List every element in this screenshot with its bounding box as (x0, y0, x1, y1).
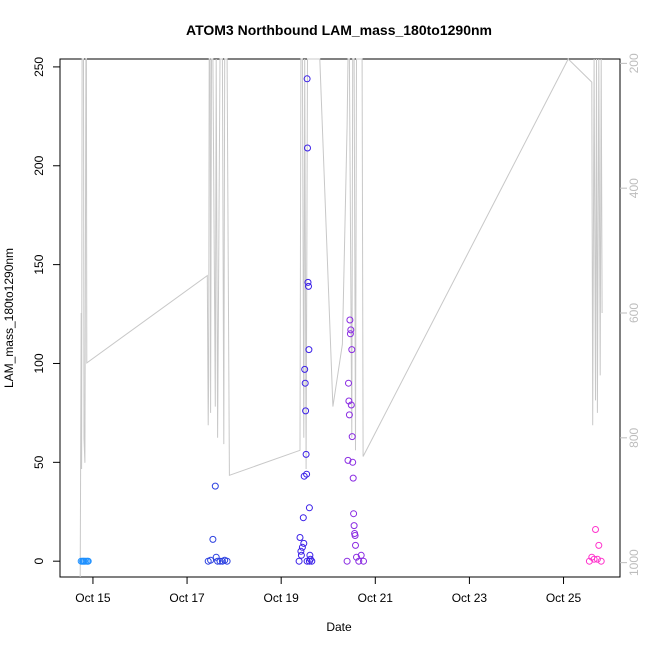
data-point (345, 411, 353, 419)
y-tick-label: 150 (32, 254, 46, 274)
data-point (300, 539, 308, 547)
data-point (297, 547, 305, 555)
data-point (209, 535, 217, 543)
x-tick-label: Oct 15 (75, 591, 111, 605)
data-point (84, 557, 92, 565)
data-point (305, 557, 313, 565)
data-point (216, 557, 224, 565)
data-point (353, 553, 360, 561)
data-point (297, 551, 305, 559)
data-point (305, 504, 313, 512)
chart-title: ATOM3 Northbound LAM_mass_180to1290nm (186, 22, 492, 38)
data-point (343, 557, 351, 565)
y-tick-label: 200 (32, 155, 46, 175)
data-point (360, 557, 367, 565)
plot-frame (59, 58, 621, 578)
data-point (295, 557, 303, 565)
x-tick-label: Oct 19 (263, 591, 299, 605)
data-point (349, 474, 357, 482)
data-point (211, 482, 219, 490)
data-point (355, 557, 363, 565)
altitude-line (79, 58, 603, 578)
data-point (351, 532, 359, 539)
data-point (349, 458, 357, 466)
data-point (590, 555, 598, 563)
data-point (298, 543, 306, 551)
data-point (345, 379, 352, 387)
y2-tick-label: 400 (627, 178, 641, 198)
y2-tick-label: 600 (627, 303, 641, 323)
data-point (214, 557, 222, 565)
data-point (303, 470, 311, 478)
data-point (302, 407, 310, 415)
data-point (348, 346, 356, 354)
x-axis-label: Date (326, 620, 352, 634)
x-tick-label: Oct 25 (546, 591, 582, 605)
data-point (348, 433, 356, 441)
data-point (347, 401, 355, 409)
data-point (350, 510, 358, 518)
data-point (303, 557, 311, 565)
data-point (301, 365, 309, 373)
data-point (304, 278, 312, 286)
data-point (301, 379, 309, 387)
data-point (346, 330, 354, 338)
data-point (302, 450, 310, 458)
x-tick-label: Oct 21 (358, 591, 394, 605)
data-point (304, 144, 311, 152)
y2-tick-label: 200 (627, 53, 641, 73)
x-tick-label: Oct 17 (169, 591, 205, 605)
data-point (592, 526, 599, 533)
data-point (593, 555, 601, 563)
data-point (346, 316, 354, 324)
data-point (352, 541, 359, 549)
data-point (207, 556, 215, 564)
y2-tick-label: 800 (627, 427, 641, 447)
y2-tick-label: 1000 (627, 549, 641, 576)
y-tick-label: 50 (32, 455, 46, 469)
y-tick-label: 0 (32, 558, 46, 565)
x-axis: Oct 15 Oct 17 Oct 19 Oct 21 Oct 23 Oct 25 (75, 577, 582, 605)
data-point (347, 326, 355, 334)
data-point (344, 456, 352, 464)
data-point (597, 557, 605, 565)
data-point (296, 534, 304, 541)
data-point (357, 551, 365, 559)
data-point (303, 75, 311, 83)
y-tick-label: 250 (32, 57, 46, 77)
data-point (305, 346, 313, 354)
y-axis: 0 50 100 150 200 250 (32, 57, 60, 565)
data-point (350, 522, 358, 530)
x-tick-label: Oct 23 (452, 591, 488, 605)
data-point (305, 282, 312, 290)
y-axis-label: LAM_mass_180to1290nm (2, 248, 16, 388)
data-point (212, 553, 220, 561)
altitude-line-layer (79, 58, 603, 578)
data-point (308, 557, 316, 565)
data-point (223, 557, 231, 565)
y-tick-label: 100 (32, 353, 46, 373)
data-point (299, 514, 307, 522)
points-layer (77, 75, 605, 565)
y2-axis: 200 400 600 800 1000 (620, 53, 641, 576)
data-point (595, 541, 603, 549)
